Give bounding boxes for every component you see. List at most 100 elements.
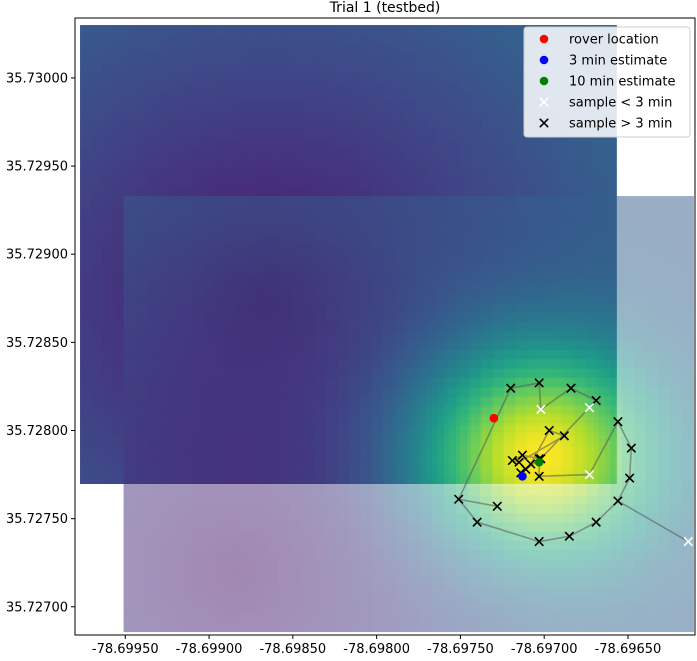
- heatmap-cell: [372, 323, 386, 333]
- heatmap-cell: [182, 577, 196, 587]
- heatmap-cell: [598, 468, 611, 478]
- heatmap-cell: [444, 540, 457, 551]
- heatmap-cell: [313, 323, 326, 333]
- heatmap-cell: [467, 450, 481, 460]
- heatmap-cell: [230, 586, 243, 596]
- heatmap-cell: [396, 323, 410, 333]
- heatmap-cell: [269, 120, 282, 131]
- heatmap-cell: [113, 330, 126, 341]
- heatmap-cell: [194, 440, 208, 451]
- heatmap-cell: [242, 377, 255, 388]
- heatmap-cell: [313, 431, 326, 442]
- heatmap-cell: [539, 304, 552, 315]
- heatmap-cell: [242, 468, 255, 478]
- heatmap-cell: [225, 120, 238, 131]
- heatmap-cell: [539, 531, 552, 542]
- heatmap-cell: [325, 313, 338, 324]
- heatmap-cell: [491, 604, 505, 614]
- heatmap-cell: [225, 110, 238, 122]
- heatmap-cell: [102, 206, 115, 217]
- heatmap-cell: [645, 223, 659, 233]
- heatmap-cell: [169, 34, 182, 45]
- heatmap-cell: [281, 63, 293, 74]
- heatmap-cell: [681, 422, 694, 433]
- heatmap-cell: [396, 504, 410, 515]
- heatmap-cell: [194, 459, 208, 469]
- heatmap-cell: [657, 450, 671, 460]
- heatmap-cell: [610, 350, 623, 360]
- heatmap-cell: [206, 368, 220, 379]
- heatmap-cell: [455, 350, 469, 360]
- sample-over-3min-point: [472, 517, 482, 527]
- heatmap-cell: [135, 196, 148, 206]
- heatmap-cell: [102, 359, 115, 370]
- heatmap-cell: [598, 286, 611, 297]
- heatmap-cell: [242, 259, 255, 270]
- heatmap-cell: [586, 567, 599, 578]
- heatmap-cell: [218, 323, 232, 333]
- heatmap-cell: [574, 495, 588, 506]
- heatmap-cell: [202, 139, 215, 150]
- heatmap-cell: [292, 44, 305, 55]
- heatmap-cell: [236, 110, 249, 122]
- heatmap-cell: [123, 286, 137, 297]
- heatmap-cell: [182, 241, 196, 252]
- heatmap-cell: [633, 368, 647, 379]
- heatmap-cell: [124, 63, 137, 74]
- heatmap-cell: [135, 295, 148, 306]
- heatmap-cell: [392, 139, 405, 150]
- heatmap-cell: [681, 205, 694, 215]
- heatmap-cell: [471, 139, 483, 150]
- heatmap-cell: [681, 277, 694, 288]
- heatmap-cell: [681, 368, 694, 379]
- heatmap-cell: [301, 313, 315, 324]
- heatmap-cell: [586, 413, 599, 424]
- heatmap-cell: [182, 531, 196, 542]
- heatmap-cell: [258, 168, 271, 179]
- heatmap-cell: [444, 277, 457, 288]
- heatmap-cell: [206, 486, 220, 496]
- heatmap-cell: [622, 567, 635, 578]
- heatmap-cell: [491, 377, 505, 388]
- heatmap-cell: [539, 577, 552, 587]
- heatmap-cell: [539, 404, 552, 415]
- heatmap-cell: [372, 332, 386, 342]
- heatmap-cell: [503, 540, 516, 551]
- heatmap-cell: [444, 531, 457, 542]
- heatmap-cell: [610, 277, 623, 288]
- heatmap-cell: [289, 431, 303, 442]
- heatmap-cell: [503, 468, 516, 478]
- heatmap-cell: [574, 504, 588, 515]
- heatmap-cell: [560, 149, 573, 160]
- heatmap-cell: [669, 504, 683, 515]
- heatmap-cell: [396, 395, 410, 406]
- heatmap-cell: [479, 241, 493, 252]
- heatmap-cell: [194, 577, 208, 587]
- x-tick-label: -78.69900: [176, 642, 243, 657]
- heatmap-cell: [370, 63, 383, 74]
- heatmap-cell: [633, 513, 647, 524]
- heatmap-cell: [550, 250, 564, 261]
- heatmap-cell: [147, 395, 160, 406]
- heatmap-cell: [266, 413, 279, 424]
- heatmap-cell: [515, 313, 528, 324]
- heatmap-cell: [194, 241, 208, 252]
- heatmap-cell: [381, 158, 394, 169]
- heatmap-cell: [301, 558, 315, 569]
- heatmap-cell: [289, 368, 303, 379]
- heatmap-cell: [370, 91, 383, 103]
- heatmap-cell: [550, 286, 564, 297]
- heatmap-cell: [574, 295, 588, 306]
- heatmap-cell: [135, 91, 148, 103]
- heatmap-cell: [360, 196, 374, 206]
- x-stroke: [544, 425, 554, 436]
- heatmap-cell: [503, 404, 516, 415]
- legend-label: 10 min estimate: [569, 75, 676, 90]
- heatmap-cell: [562, 468, 576, 478]
- heatmap-cell: [266, 395, 279, 406]
- heatmap-cell: [503, 477, 516, 487]
- heatmap-cell: [515, 395, 528, 406]
- heatmap-cell: [277, 386, 291, 397]
- heatmap-cell: [455, 531, 469, 542]
